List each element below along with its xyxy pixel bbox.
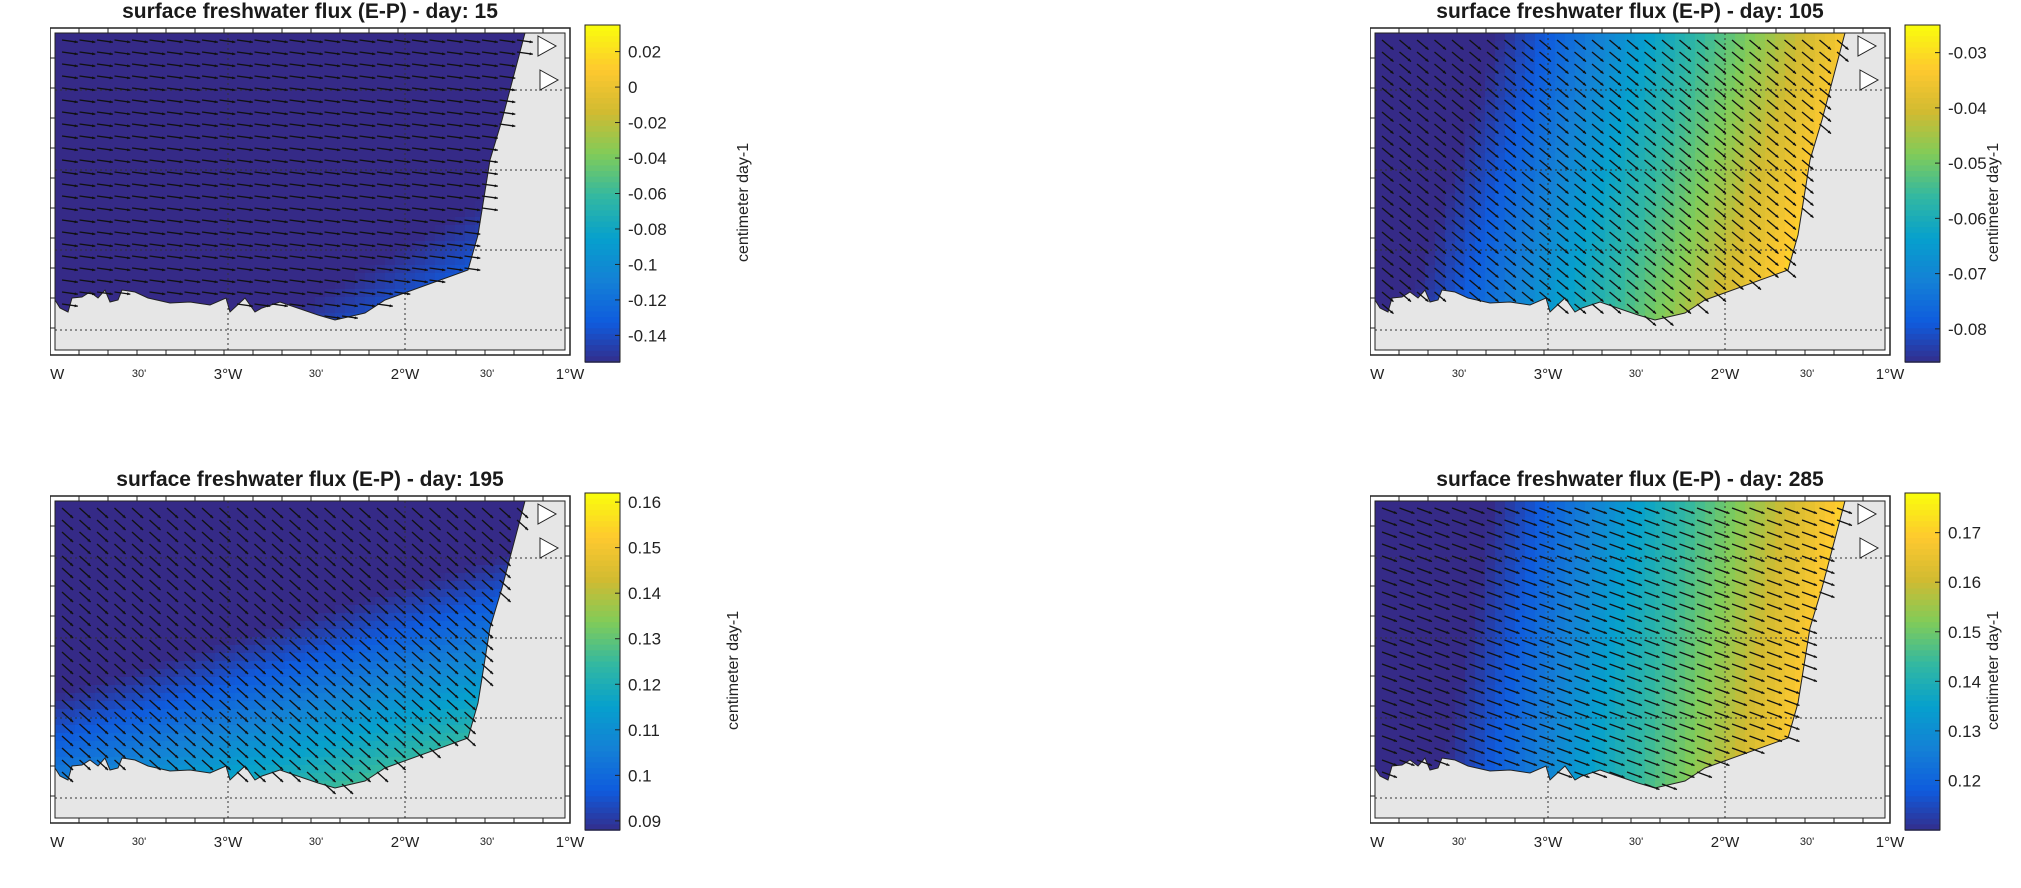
map-plot: 4°W3°W2°W1°W30'30'30'44°N20'40'20'0.160.… — [50, 468, 770, 888]
x-tick-label: 4°W — [1370, 366, 1385, 383]
colorbar — [585, 493, 620, 831]
colorbar-tick-label: 0.13 — [1948, 722, 1981, 741]
x-tick-label: 2°W — [1711, 366, 1740, 383]
colorbar-label: centimeter day-1 — [725, 611, 743, 730]
colorbar-tick-label: 0.15 — [1948, 623, 1981, 642]
chart-panel-day-105: surface freshwater flux (E-P) - day: 105… — [1370, 0, 2021, 420]
x-tick-label: 4°W — [50, 834, 65, 851]
colorbar-tick-label: -0.08 — [628, 220, 667, 239]
x-tick-label: 4°W — [1370, 834, 1385, 851]
colorbar-tick-label: 0.14 — [1948, 672, 1981, 691]
colorbar-tick-label: 0.15 — [628, 539, 661, 558]
colorbar-tick-label: 0.09 — [628, 812, 661, 831]
colorbar-tick-label: -0.04 — [1948, 99, 1987, 118]
colorbar-tick-label: 0.12 — [1948, 771, 1981, 790]
x-minor-tick-label: 30' — [480, 836, 494, 848]
map-plot: 4°W3°W2°W1°W30'30'30'44°N20'40'20'-0.03-… — [1370, 0, 2021, 420]
map-plot: 4°W3°W2°W1°W30'30'30'44°N20'40'20'0.020-… — [50, 0, 770, 420]
x-tick-label: 2°W — [1711, 834, 1740, 851]
colorbar-tick-label: -0.04 — [628, 149, 667, 168]
colorbar-tick-label: -0.1 — [628, 255, 657, 274]
x-tick-label: 3°W — [1534, 834, 1563, 851]
x-minor-tick-label: 30' — [1452, 836, 1466, 848]
x-tick-label: 4°W — [50, 366, 65, 383]
colorbar-tick-label: -0.06 — [628, 185, 667, 204]
colorbar — [585, 25, 620, 363]
colorbar-label: centimeter day-1 — [1985, 143, 2003, 262]
x-tick-label: 3°W — [214, 366, 243, 383]
chart-panel-day-285: surface freshwater flux (E-P) - day: 285… — [1370, 468, 2021, 888]
x-tick-label: 1°W — [556, 834, 585, 851]
colorbar-tick-label: 0.17 — [1948, 524, 1981, 543]
x-tick-label: 3°W — [1534, 366, 1563, 383]
colorbar-tick-label: -0.03 — [1948, 44, 1987, 63]
x-tick-label: 1°W — [556, 366, 585, 383]
colorbar-tick-label: -0.02 — [628, 114, 667, 133]
x-tick-label: 1°W — [1876, 366, 1905, 383]
x-tick-label: 2°W — [391, 834, 420, 851]
colorbar-label: centimeter day-1 — [1985, 611, 2003, 730]
colorbar — [1905, 25, 1940, 363]
x-minor-tick-label: 30' — [132, 368, 146, 380]
colorbar-tick-label: -0.14 — [628, 326, 667, 345]
colorbar-label: centimeter day-1 — [735, 143, 753, 262]
colorbar-tick-label: 0 — [628, 78, 637, 97]
x-tick-label: 1°W — [1876, 834, 1905, 851]
chart-panel-day-15: surface freshwater flux (E-P) - day: 15 … — [50, 0, 770, 420]
colorbar-tick-label: 0.11 — [628, 721, 660, 740]
x-tick-label: 3°W — [214, 834, 243, 851]
colorbar-tick-label: 0.16 — [628, 493, 661, 512]
x-minor-tick-label: 30' — [1629, 368, 1643, 380]
colorbar-tick-label: -0.07 — [1948, 265, 1987, 284]
colorbar-tick-label: 0.14 — [628, 584, 661, 603]
colorbar-tick-label: -0.08 — [1948, 320, 1987, 339]
colorbar-tick-label: 0.16 — [1948, 573, 1981, 592]
chart-panel-day-195: surface freshwater flux (E-P) - day: 195… — [50, 468, 770, 888]
x-minor-tick-label: 30' — [1800, 836, 1814, 848]
x-minor-tick-label: 30' — [1452, 368, 1466, 380]
colorbar-tick-label: -0.06 — [1948, 209, 1987, 228]
x-minor-tick-label: 30' — [132, 836, 146, 848]
colorbar-tick-label: -0.05 — [1948, 154, 1987, 173]
colorbar-tick-label: 0.1 — [628, 766, 652, 785]
colorbar-tick-label: -0.12 — [628, 291, 667, 310]
x-minor-tick-label: 30' — [309, 368, 323, 380]
x-minor-tick-label: 30' — [480, 368, 494, 380]
colorbar-tick-label: 0.02 — [628, 43, 661, 62]
map-plot: 4°W3°W2°W1°W30'30'30'44°N20'40'20'0.170.… — [1370, 468, 2021, 888]
x-tick-label: 2°W — [391, 366, 420, 383]
colorbar — [1905, 493, 1940, 831]
x-minor-tick-label: 30' — [309, 836, 323, 848]
x-minor-tick-label: 30' — [1629, 836, 1643, 848]
colorbar-tick-label: 0.12 — [628, 675, 661, 694]
colorbar-tick-label: 0.13 — [628, 630, 661, 649]
x-minor-tick-label: 30' — [1800, 368, 1814, 380]
